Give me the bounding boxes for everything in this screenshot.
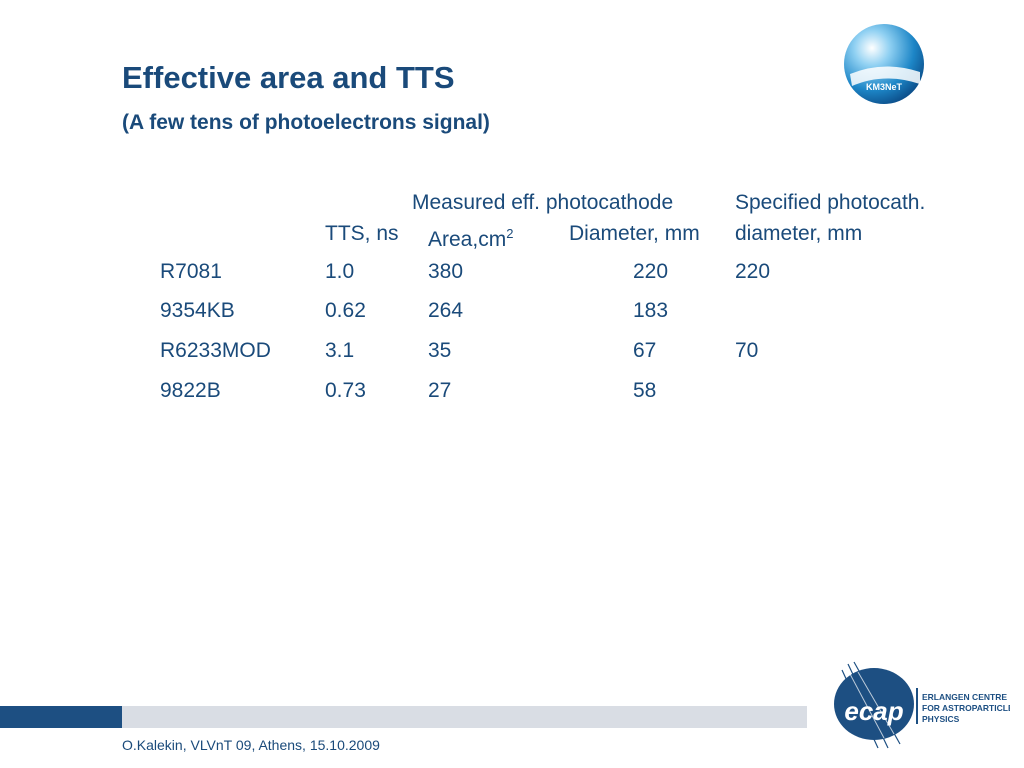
row-area: 35 bbox=[428, 339, 452, 362]
row-tts: 0.62 bbox=[325, 299, 366, 322]
header-area-label: Area,cm bbox=[428, 228, 507, 251]
ecap-line1: ERLANGEN CENTRE bbox=[922, 692, 1007, 702]
footer-text: O.Kalekin, VLVnT 09, Athens, 15.10.2009 bbox=[122, 737, 380, 753]
row-name: R6233MOD bbox=[160, 339, 271, 362]
row-area: 380 bbox=[428, 260, 464, 283]
header-tts: TTS, ns bbox=[325, 222, 399, 245]
header-measured: Measured eff. photocathode bbox=[412, 191, 674, 214]
ecap-line3: PHYSICS bbox=[922, 714, 960, 724]
footer-bar-dark bbox=[0, 706, 122, 728]
footer-bar-light bbox=[122, 706, 807, 728]
row-spec-diameter: 70 bbox=[735, 339, 759, 362]
row-spec-diameter: 220 bbox=[735, 260, 771, 283]
row-tts: 3.1 bbox=[325, 339, 355, 362]
ecap-line2: FOR ASTROPARTICLE bbox=[922, 703, 1010, 713]
km3net-logo: KM3NeT bbox=[844, 24, 924, 104]
row-diameter: 220 bbox=[633, 260, 669, 283]
row-name: 9822B bbox=[160, 379, 221, 402]
slide-subtitle: (A few tens of photoelectrons signal) bbox=[122, 111, 490, 134]
row-name: 9354KB bbox=[160, 299, 235, 322]
header-diameter: Diameter, mm bbox=[569, 222, 700, 245]
row-diameter: 183 bbox=[633, 299, 669, 322]
header-spec-diameter: diameter, mm bbox=[735, 222, 863, 245]
row-tts: 1.0 bbox=[325, 260, 355, 283]
row-tts: 0.73 bbox=[325, 379, 366, 402]
header-specified: Specified photocath. bbox=[735, 191, 926, 214]
row-name: R7081 bbox=[160, 260, 222, 283]
row-area: 27 bbox=[428, 379, 452, 402]
row-diameter: 67 bbox=[633, 339, 657, 362]
ecap-logo: ecap ERLANGEN CENTRE FOR ASTROPARTICLE P… bbox=[834, 661, 1010, 749]
row-area: 264 bbox=[428, 299, 464, 322]
km3net-logo-text: KM3NeT bbox=[866, 82, 903, 92]
slide-title: Effective area and TTS bbox=[122, 60, 455, 95]
header-area-superscript: 2 bbox=[506, 226, 514, 241]
header-area: Area,cm2 bbox=[428, 221, 513, 253]
row-diameter: 58 bbox=[633, 379, 657, 402]
ecap-logo-mark: ecap bbox=[844, 696, 903, 726]
